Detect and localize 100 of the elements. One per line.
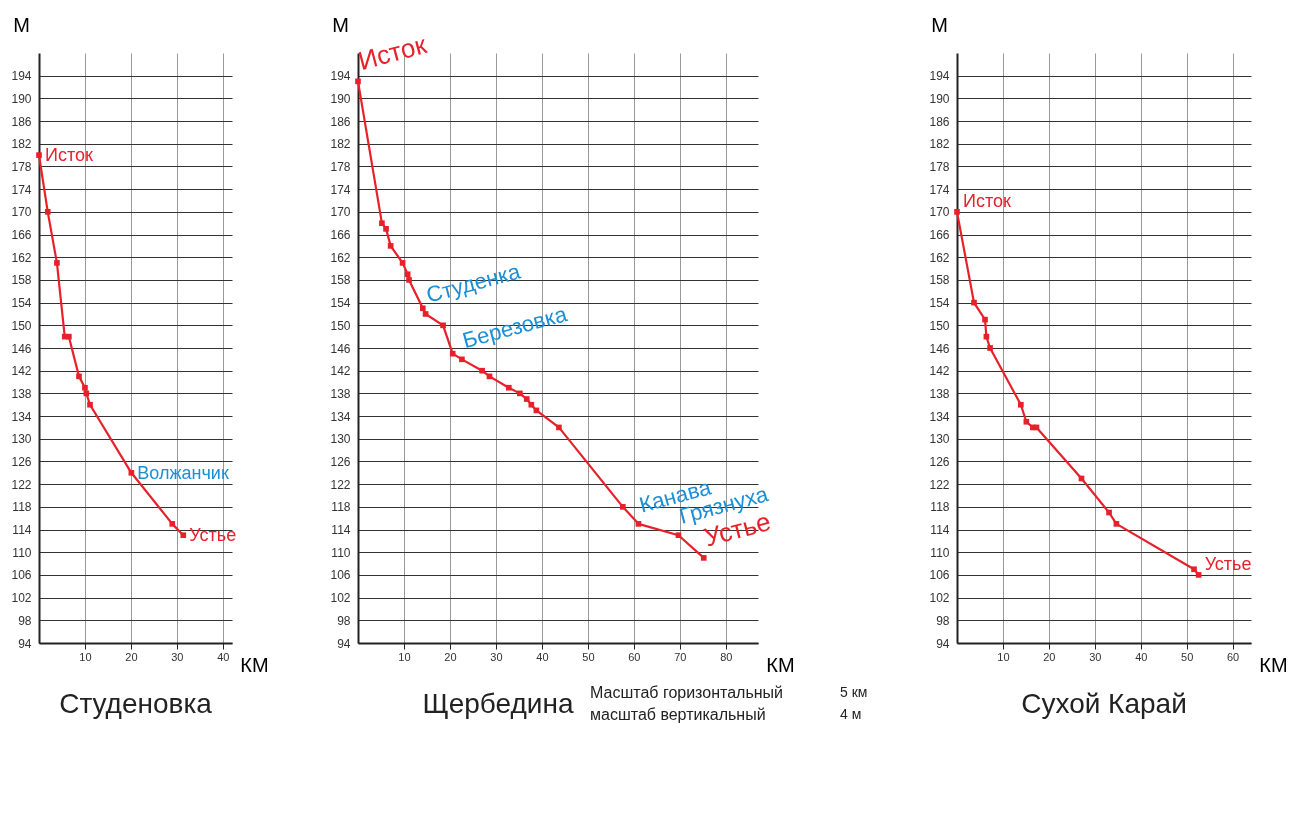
y-tick-label: 182	[330, 137, 351, 152]
y-tick-label: 110	[12, 545, 32, 560]
y-tick-label: 186	[330, 114, 351, 129]
point	[505, 384, 512, 391]
x-tick-label: 10	[79, 650, 92, 663]
point	[700, 555, 707, 561]
point	[66, 333, 72, 340]
point	[954, 209, 960, 215]
point	[1113, 521, 1120, 527]
point	[87, 401, 93, 408]
text: Масштаб горизонтальный	[590, 684, 783, 701]
y-tick-label: 158	[11, 273, 32, 288]
y-tick-label: 142	[330, 364, 351, 379]
x-tick-label: 40	[217, 650, 230, 663]
point	[379, 220, 385, 227]
annotation: Студенка	[423, 258, 524, 308]
y-tick-label: 94	[936, 636, 950, 651]
y-tick-label: 114	[12, 523, 32, 538]
y-tick-label: 154	[11, 296, 32, 311]
y-axis-title: М	[13, 13, 30, 36]
annotation: Исток	[355, 28, 431, 76]
point	[36, 152, 42, 158]
text: 4 м	[840, 706, 862, 722]
point	[449, 350, 456, 357]
x-tick-label: 30	[490, 650, 503, 663]
point	[556, 424, 562, 431]
point	[422, 311, 429, 317]
y-tick-label: 98	[18, 613, 32, 628]
x-tick-label: 40	[1135, 650, 1148, 663]
y-tick-label: 138	[11, 386, 32, 401]
y-tick-label: 122	[929, 477, 950, 492]
y-tick-label: 122	[11, 477, 32, 492]
x-axis-title: КМ	[1259, 653, 1288, 676]
x-tick-label: 20	[1043, 650, 1056, 663]
y-tick-label: 106	[330, 568, 351, 583]
x-tick-label: 70	[674, 650, 687, 663]
y-tick-label: 138	[330, 386, 351, 401]
point	[82, 384, 88, 391]
point	[1018, 401, 1024, 408]
point	[54, 260, 60, 266]
y-tick-label: 150	[330, 318, 351, 333]
y-tick-label: 126	[330, 454, 351, 469]
text: Щербедина	[422, 688, 574, 719]
point	[383, 226, 389, 232]
x-tick-label: 20	[444, 650, 457, 663]
point	[635, 521, 642, 527]
x-tick-label: 80	[720, 650, 733, 663]
y-tick-label: 98	[337, 613, 351, 628]
point	[1023, 418, 1030, 425]
y-tick-label: 186	[929, 114, 950, 129]
y-tick-label: 166	[11, 228, 32, 243]
y-axis-title: М	[931, 13, 948, 36]
y-tick-label: 182	[11, 137, 32, 152]
point	[355, 78, 361, 85]
y-tick-label: 194	[929, 69, 950, 84]
y-tick-label: 190	[330, 91, 351, 106]
point	[982, 316, 988, 323]
text: масштаб вертикальный	[590, 706, 766, 723]
y-tick-label: 102	[330, 591, 351, 606]
y-tick-label: 94	[18, 636, 32, 651]
y-tick-label: 166	[330, 228, 351, 243]
y-tick-label: 174	[929, 182, 950, 197]
y-tick-label: 118	[331, 500, 351, 515]
x-tick-label: 60	[1227, 650, 1240, 663]
y-tick-label: 130	[929, 432, 950, 447]
point	[675, 532, 682, 539]
x-axis-title: КМ	[240, 653, 269, 676]
point	[1106, 509, 1112, 516]
y-tick-label: 102	[11, 591, 32, 606]
point	[971, 299, 977, 306]
x-tick-label: 50	[1181, 650, 1194, 663]
y-tick-label: 118	[930, 500, 950, 515]
annotation: Устье	[189, 525, 237, 546]
y-tick-label: 170	[11, 205, 32, 220]
y-tick-label: 146	[929, 341, 950, 356]
y-tick-label: 146	[11, 341, 32, 356]
annotation: Исток	[45, 145, 93, 166]
y-tick-label: 178	[330, 159, 351, 174]
point	[169, 521, 176, 527]
x-axis-title: КМ	[766, 653, 795, 676]
y-tick-label: 98	[936, 613, 950, 628]
point	[76, 373, 82, 380]
y-tick-label: 174	[11, 182, 32, 197]
y-tick-label: 134	[11, 409, 32, 424]
y-tick-label: 106	[11, 568, 32, 583]
point	[180, 532, 187, 539]
y-tick-label: 150	[11, 318, 32, 333]
y-tick-label: 154	[330, 296, 351, 311]
y-axis-title: М	[332, 13, 349, 36]
y-tick-label: 106	[929, 568, 950, 583]
annotation: Исток	[963, 190, 1011, 211]
x-tick-label: 60	[628, 650, 641, 663]
y-tick-label: 110	[930, 545, 950, 560]
point	[528, 401, 535, 408]
y-tick-label: 194	[330, 69, 351, 84]
point	[987, 345, 993, 351]
y-tick-label: 178	[929, 159, 950, 174]
text: Сухой Карай	[1021, 688, 1187, 719]
y-tick-label: 146	[330, 341, 351, 356]
y-tick-label: 114	[331, 523, 351, 538]
